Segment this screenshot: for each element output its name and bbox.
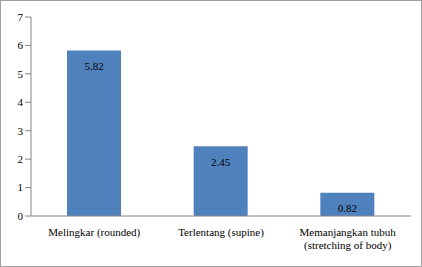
svg-text:5: 5 (18, 68, 24, 80)
svg-text:Terlentang (supine): Terlentang (supine) (178, 226, 264, 239)
svg-text:Memanjangkan tubuh(stretching: Memanjangkan tubuh(stretching of body) (300, 226, 397, 252)
svg-text:5.82: 5.82 (84, 60, 103, 72)
svg-text:2.45: 2.45 (211, 156, 231, 168)
svg-text:6: 6 (18, 39, 24, 51)
svg-text:Melingkar (rounded): Melingkar (rounded) (48, 226, 140, 239)
svg-text:3: 3 (18, 125, 24, 137)
svg-text:7: 7 (18, 11, 24, 23)
svg-text:4: 4 (18, 96, 24, 108)
svg-text:0.82: 0.82 (338, 202, 357, 214)
svg-text:1: 1 (18, 181, 24, 193)
svg-text:0: 0 (18, 210, 24, 222)
svg-text:2: 2 (18, 153, 24, 165)
